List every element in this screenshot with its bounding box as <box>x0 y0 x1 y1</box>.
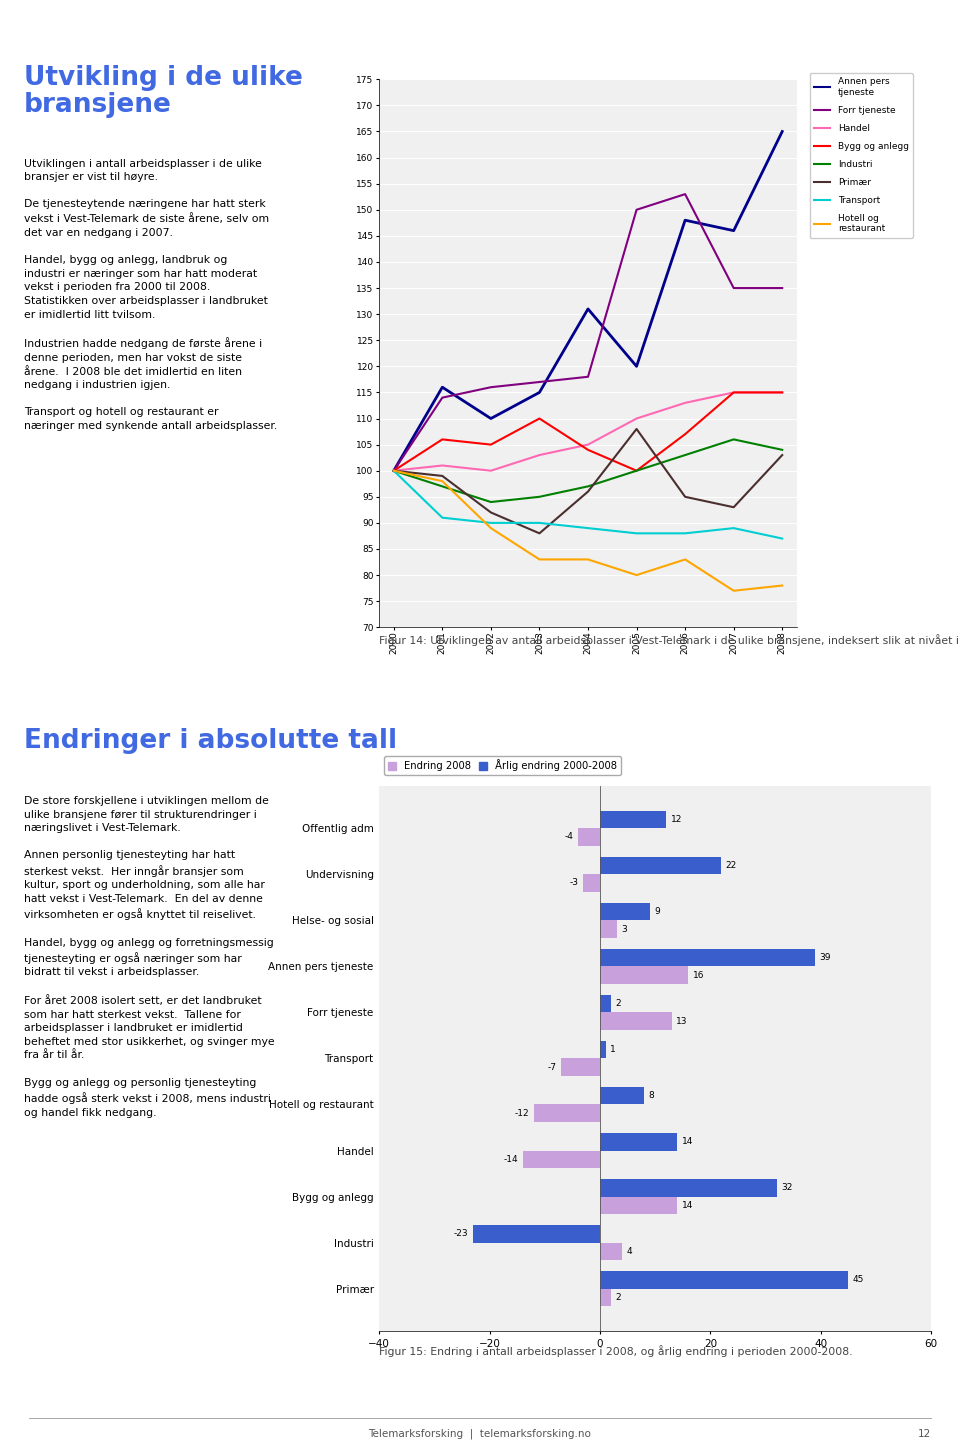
Legend: Endring 2008, Årlig endring 2000-2008: Endring 2008, Årlig endring 2000-2008 <box>384 756 621 776</box>
Bar <box>600 1133 678 1151</box>
Text: Endringer i absolutte tall: Endringer i absolutte tall <box>24 728 397 754</box>
Text: Figur 14: Utviklingen av antall arbeidsplasser i Vest-Telemark i de ulike bransj: Figur 14: Utviklingen av antall arbeidsp… <box>379 634 960 646</box>
Bar <box>600 995 611 1012</box>
Text: 9: 9 <box>654 907 660 916</box>
Text: -3: -3 <box>570 878 579 887</box>
Bar <box>578 828 600 845</box>
Bar <box>522 1151 600 1168</box>
Bar <box>562 1058 600 1076</box>
Text: 14: 14 <box>682 1201 693 1210</box>
Text: 14: 14 <box>682 1138 693 1146</box>
Bar <box>600 1012 672 1030</box>
Text: Figur 15: Endring i antall arbeidsplasser i 2008, og årlig endring i perioden 20: Figur 15: Endring i antall arbeidsplasse… <box>379 1345 852 1357</box>
Text: 16: 16 <box>693 970 705 979</box>
Bar <box>600 1041 606 1058</box>
Text: Utvikling i de ulike
bransjene: Utvikling i de ulike bransjene <box>24 65 302 118</box>
Text: -12: -12 <box>515 1109 529 1118</box>
Text: NÆRINGSANALYSE FOR VEST-TELEMARK: NÆRINGSANALYSE FOR VEST-TELEMARK <box>12 14 219 23</box>
Text: -4: -4 <box>564 832 573 842</box>
Text: 2: 2 <box>615 1293 621 1302</box>
Legend: Annen pers
tjeneste, Forr tjeneste, Handel, Bygg og anlegg, Industri, Primær, Tr: Annen pers tjeneste, Forr tjeneste, Hand… <box>809 74 913 238</box>
Text: 8: 8 <box>649 1092 655 1100</box>
Text: 12: 12 <box>918 1429 931 1439</box>
Bar <box>600 966 688 983</box>
Text: 12: 12 <box>671 815 682 823</box>
Bar <box>600 1197 678 1214</box>
Text: 32: 32 <box>781 1184 792 1193</box>
Bar <box>600 1180 777 1197</box>
Bar <box>600 1272 849 1289</box>
Bar <box>600 1243 622 1260</box>
Bar <box>600 857 722 874</box>
Text: 39: 39 <box>820 953 831 962</box>
Text: 3: 3 <box>621 924 627 933</box>
Text: Utviklingen i antall arbeidsplasser i de ulike
bransjer er vist til høyre.

De t: Utviklingen i antall arbeidsplasser i de… <box>24 159 277 431</box>
Text: 22: 22 <box>726 861 737 870</box>
Bar <box>600 810 666 828</box>
Text: 2: 2 <box>615 999 621 1008</box>
Text: 13: 13 <box>676 1017 687 1025</box>
Bar <box>600 920 616 937</box>
Bar <box>534 1105 600 1122</box>
Bar <box>600 1087 644 1105</box>
Bar <box>600 949 815 966</box>
Text: 1: 1 <box>610 1045 615 1054</box>
Text: De store forskjellene i utviklingen mellom de
ulike bransjene fører til struktur: De store forskjellene i utviklingen mell… <box>24 796 275 1118</box>
Bar <box>600 1289 611 1306</box>
Bar <box>600 903 650 920</box>
Bar <box>584 874 600 891</box>
Text: 45: 45 <box>852 1275 864 1285</box>
Text: Telemarksforsking  |  telemarksforsking.no: Telemarksforsking | telemarksforsking.no <box>369 1429 591 1439</box>
Text: -7: -7 <box>548 1063 557 1071</box>
Text: 4: 4 <box>627 1247 632 1256</box>
Text: -14: -14 <box>504 1155 518 1164</box>
Bar <box>473 1226 600 1243</box>
Text: -23: -23 <box>454 1230 468 1239</box>
